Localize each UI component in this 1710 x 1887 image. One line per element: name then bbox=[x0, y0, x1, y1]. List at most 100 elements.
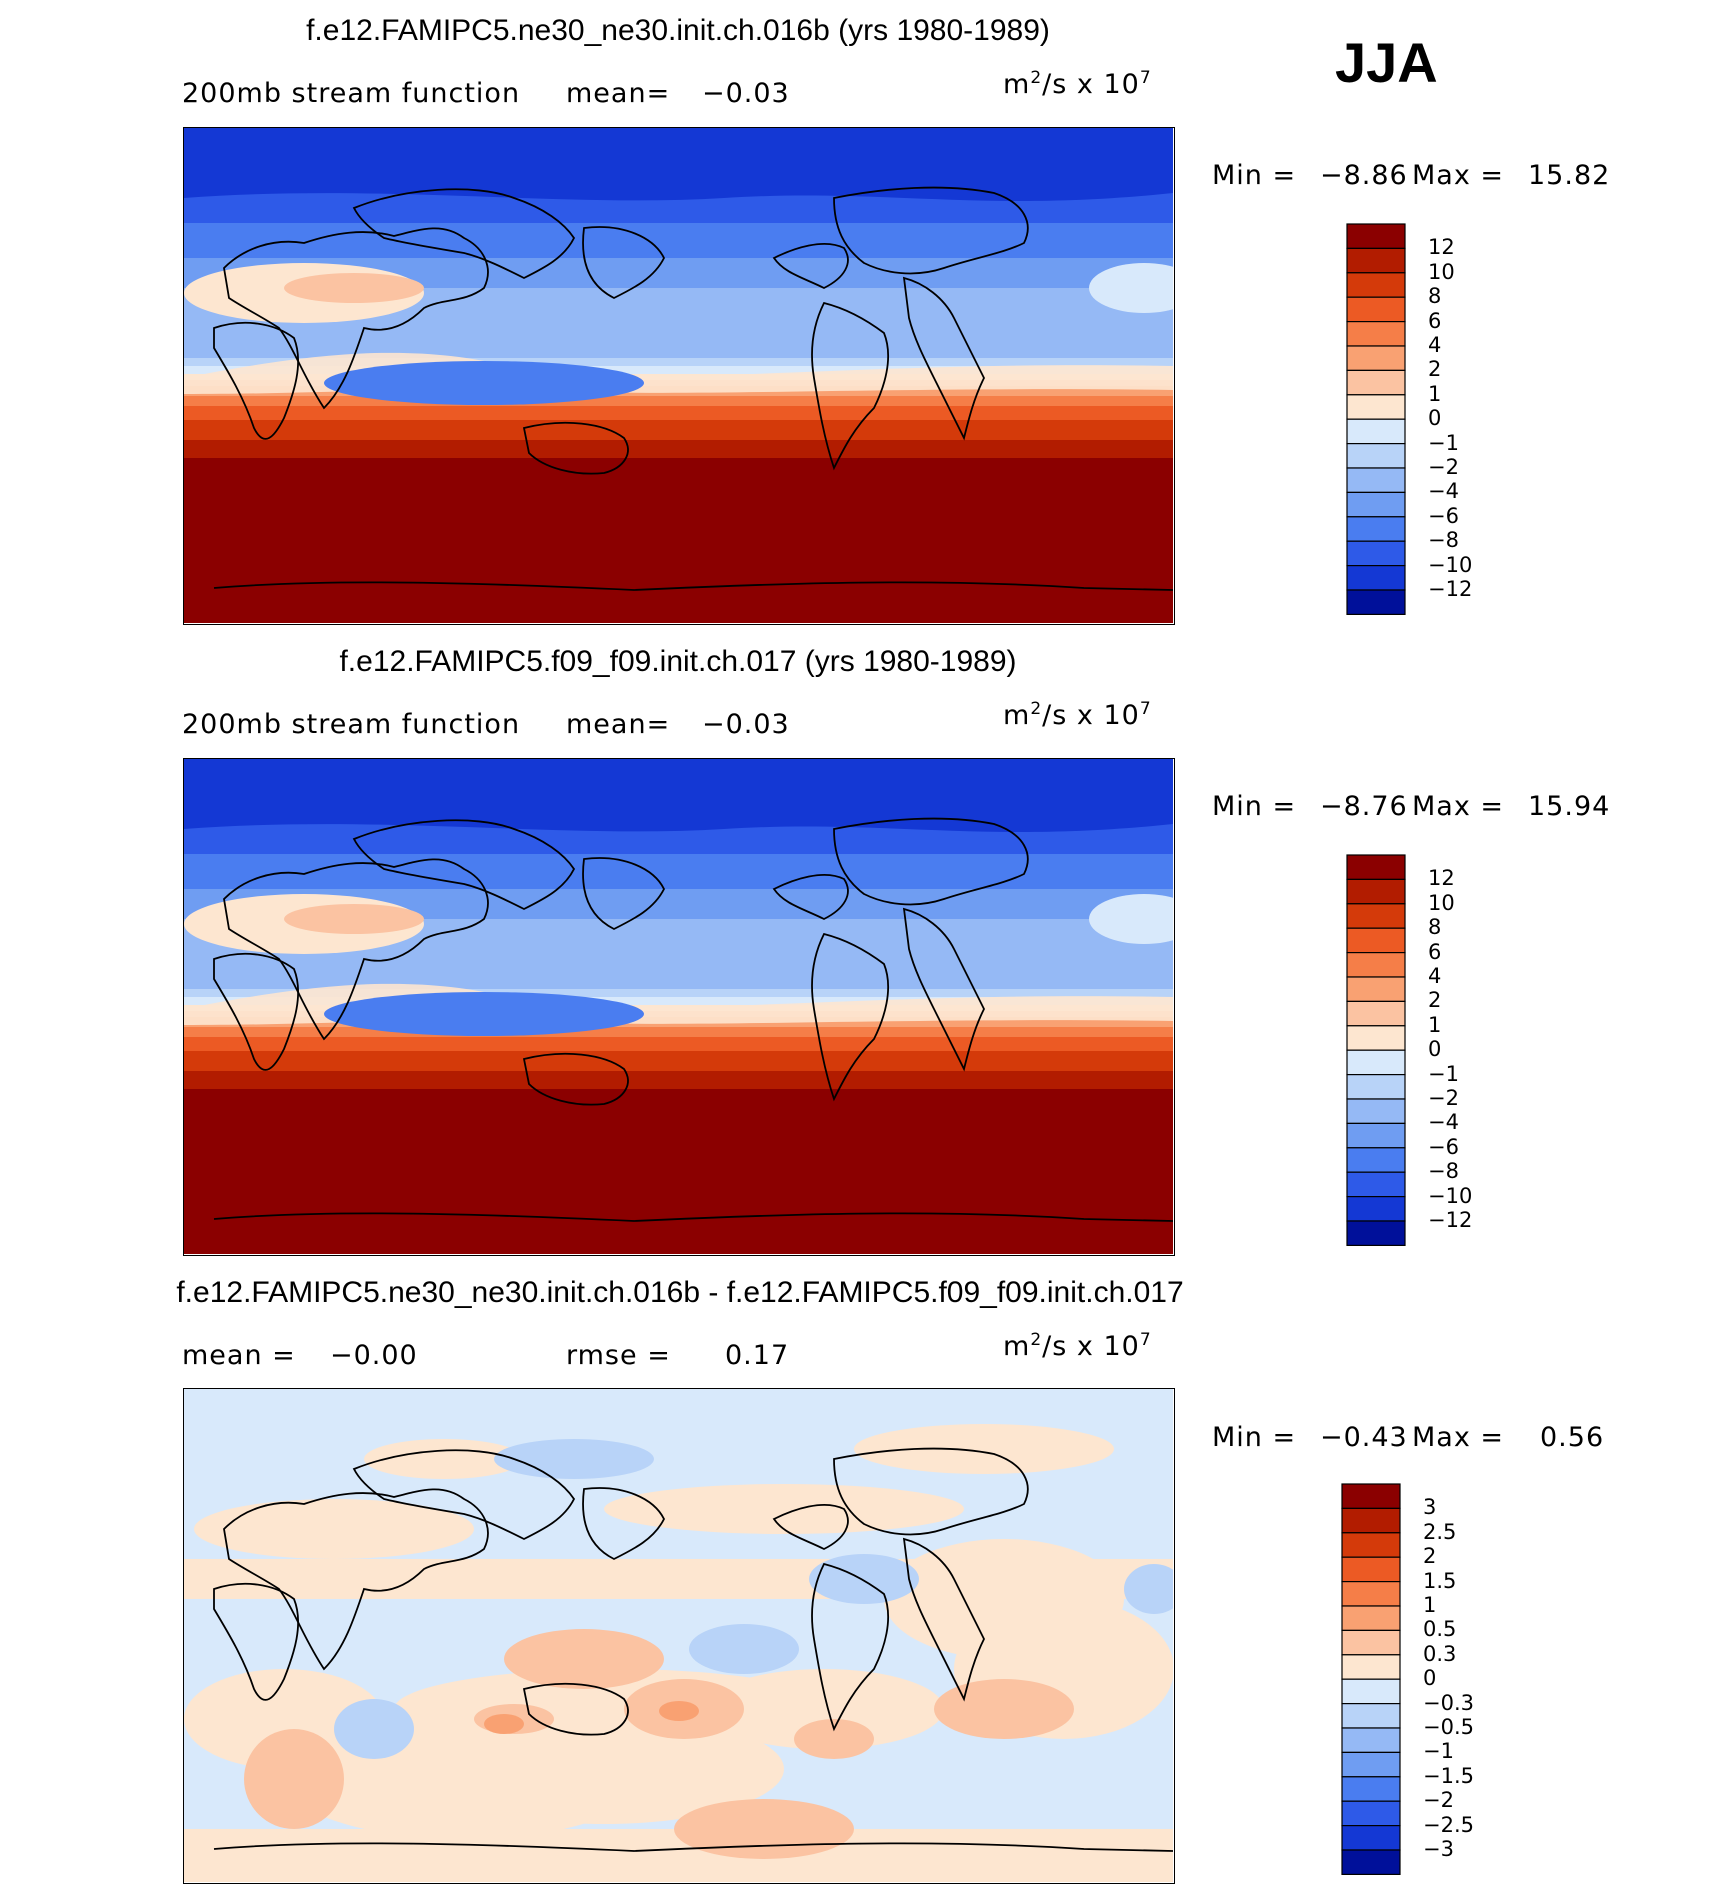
colorbar-swatch bbox=[1346, 565, 1406, 591]
coastline bbox=[582, 226, 666, 300]
field-contour bbox=[184, 759, 1173, 833]
colorbar-swatch bbox=[1346, 1147, 1406, 1173]
colorbar-label: 1 bbox=[1423, 1593, 1437, 1617]
field-band bbox=[184, 1051, 1173, 1071]
coastline bbox=[772, 874, 849, 921]
colorbar-swatches bbox=[1341, 1483, 1401, 1875]
panel-2-mean-value: −0.03 bbox=[702, 709, 790, 740]
colorbar-label: 1 bbox=[1428, 381, 1442, 406]
panel-2-min-label: Min = bbox=[1212, 791, 1297, 822]
colorbar-swatches bbox=[1346, 854, 1406, 1246]
panel-1-field bbox=[184, 128, 1199, 623]
colorbar-swatch bbox=[1341, 1727, 1401, 1753]
field-band bbox=[184, 1071, 1173, 1089]
colorbar-label: 10 bbox=[1428, 890, 1455, 915]
panel-1-mean-value: −0.03 bbox=[702, 78, 790, 109]
colorbar-label: 1.5 bbox=[1423, 1568, 1457, 1593]
panel-3-mean-value: −0.00 bbox=[330, 1340, 418, 1371]
colorbar-label: 0 bbox=[1423, 1666, 1437, 1691]
field-blob bbox=[674, 1799, 854, 1859]
colorbar-label: 12 bbox=[1428, 235, 1455, 260]
colorbar-label: 3 bbox=[1423, 1495, 1437, 1520]
colorbar-label: 6 bbox=[1428, 939, 1442, 964]
panel-3-rmse-label: rmse = bbox=[566, 1340, 671, 1371]
panel-1-min-label: Min = bbox=[1212, 160, 1297, 191]
colorbar-swatch bbox=[1341, 1483, 1401, 1509]
panel-2-max-label: Max = bbox=[1412, 791, 1505, 822]
coastlines bbox=[213, 186, 1174, 591]
panel-3-rmse-value: 0.17 bbox=[725, 1340, 790, 1371]
colorbar-label: −6 bbox=[1428, 1134, 1459, 1159]
colorbar-swatch bbox=[1341, 1605, 1401, 1631]
colorbar-swatch bbox=[1346, 854, 1406, 880]
colorbar-label: −4 bbox=[1428, 479, 1459, 504]
colorbar-swatch bbox=[1346, 1220, 1406, 1246]
coastline bbox=[772, 1504, 849, 1551]
panel-2-map bbox=[183, 758, 1199, 1256]
panel-3-colorbar: 3 2.5 2 1.5 1 0.5 0.3 0 −0.3 −0.5 −1 −1.5 −2 −2.5 −3 bbox=[1341, 1483, 1474, 1880]
colorbar-label: 1 bbox=[1428, 1012, 1442, 1037]
panel-2-field bbox=[184, 759, 1199, 1254]
colorbar-label: 0.3 bbox=[1423, 1641, 1457, 1666]
coastline bbox=[223, 1488, 489, 1671]
field-blob bbox=[809, 1554, 919, 1604]
colorbar-label: 12 bbox=[1428, 866, 1455, 891]
coastline bbox=[213, 1212, 1174, 1222]
field-blob bbox=[504, 1629, 664, 1689]
colorbar-swatch bbox=[1346, 223, 1406, 249]
colorbar-swatch bbox=[1346, 272, 1406, 298]
field-contour bbox=[184, 128, 1173, 202]
colorbar-label: −1 bbox=[1428, 1061, 1459, 1086]
field-blob bbox=[284, 273, 424, 303]
colorbar-swatch bbox=[1341, 1776, 1401, 1802]
coastline bbox=[352, 1449, 576, 1541]
colorbar-swatch bbox=[1346, 296, 1406, 323]
field-blob bbox=[494, 1439, 654, 1479]
colorbar-swatch bbox=[1341, 1654, 1401, 1680]
field-band bbox=[184, 406, 1173, 420]
field-blob bbox=[324, 992, 644, 1036]
field-blob bbox=[934, 1679, 1074, 1739]
panel-2-units: m2/s x 107 bbox=[1003, 699, 1152, 731]
field-blob bbox=[334, 1699, 414, 1759]
panel-2-max-value: 15.94 bbox=[1528, 791, 1611, 822]
colorbar-label: −2.5 bbox=[1423, 1812, 1474, 1837]
colorbar-swatch bbox=[1346, 345, 1406, 371]
colorbar-swatch bbox=[1346, 467, 1406, 493]
colorbar-label: −0.3 bbox=[1423, 1690, 1474, 1715]
field-band bbox=[184, 854, 1173, 889]
coastline bbox=[811, 301, 889, 471]
coastline bbox=[833, 817, 1029, 906]
colorbar-swatch bbox=[1341, 1825, 1401, 1851]
colorbar-label: −2 bbox=[1428, 1086, 1459, 1110]
colorbar-swatch bbox=[1346, 394, 1406, 420]
panel-2-min-value: −8.76 bbox=[1320, 791, 1408, 822]
colorbar-label: −10 bbox=[1428, 1183, 1473, 1208]
coastline bbox=[902, 907, 986, 1072]
panel-1-mean-label: mean= bbox=[566, 78, 671, 109]
colorbar-swatch bbox=[1346, 976, 1406, 1002]
field-blob bbox=[244, 1729, 344, 1829]
colorbar-label: 0 bbox=[1428, 406, 1442, 431]
colorbar-label: −0.5 bbox=[1423, 1715, 1474, 1739]
panel-1-colorbar: 12 10 8 6 4 2 1 0 −1 −2 −4 −6 −8 −10 −12 bbox=[1346, 223, 1472, 620]
panel-1-max-value: 15.82 bbox=[1528, 160, 1611, 191]
field-blob bbox=[794, 1719, 874, 1759]
panel-2-field-label: 200mb stream function bbox=[182, 709, 521, 740]
colorbar-label: 2 bbox=[1428, 357, 1442, 382]
colorbar-label: 4 bbox=[1428, 333, 1442, 357]
panel-1-min-value: −8.86 bbox=[1320, 160, 1408, 191]
colorbar-swatch bbox=[1341, 1507, 1401, 1534]
colorbar-swatch bbox=[1346, 369, 1406, 396]
panel-1-field-label: 200mb stream function bbox=[182, 78, 521, 109]
colorbar-swatches bbox=[1346, 223, 1406, 615]
colorbar-swatch bbox=[1346, 1000, 1406, 1027]
coastline bbox=[352, 188, 576, 280]
colorbar-swatch bbox=[1346, 927, 1406, 954]
season-label: JJA bbox=[1335, 31, 1438, 94]
panel-3-max-value: 0.56 bbox=[1540, 1422, 1605, 1453]
colorbar-label: 8 bbox=[1428, 915, 1442, 940]
colorbar-swatch bbox=[1346, 878, 1406, 905]
coastline bbox=[213, 581, 1174, 591]
colorbar-label: −6 bbox=[1428, 503, 1459, 528]
